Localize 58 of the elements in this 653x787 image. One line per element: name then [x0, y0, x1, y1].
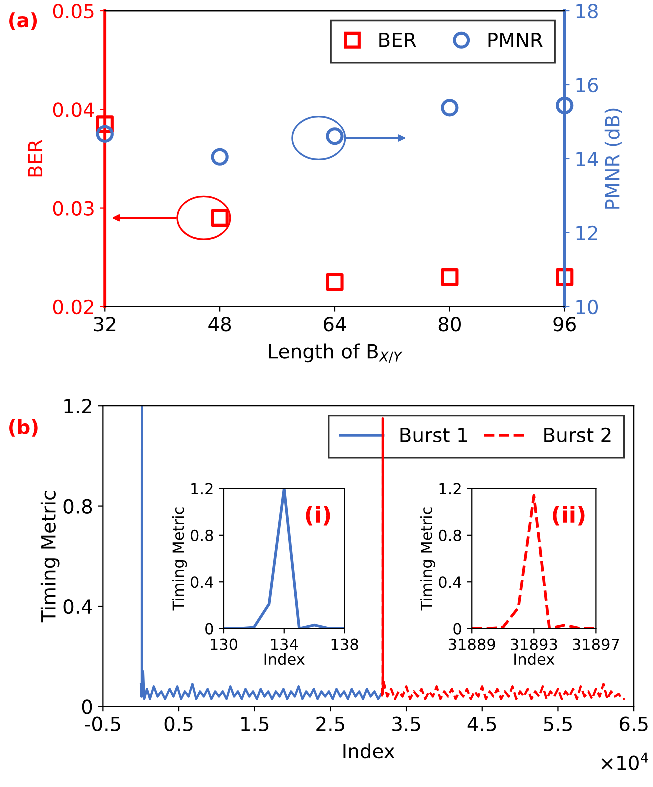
x-tick-label: 31893	[511, 638, 558, 650]
annotation: (ii)	[553, 506, 585, 526]
y-tick-label: 0	[454, 623, 462, 635]
x-tick-label: 1.5	[242, 717, 269, 732]
y-tick-label: 0.03	[53, 201, 94, 216]
text: ×10$^{4}$	[602, 752, 648, 770]
x-tick-label: -0.5	[85, 716, 120, 732]
y-tick-label: 1.2	[440, 483, 461, 495]
y-tick-label: 0	[206, 623, 214, 635]
y2-tick-label: 10	[576, 300, 598, 315]
x-tick-label: 2.5	[316, 716, 344, 732]
x-tick-label: 4.5	[468, 717, 496, 732]
y-axis-title: Timing Metric	[172, 508, 188, 611]
y-tick-label: 0.05	[53, 4, 94, 19]
text: (a)	[10, 12, 38, 30]
y-tick-label: 0.8	[439, 530, 462, 542]
y-axis-title: Timing Metric	[40, 491, 60, 623]
legend-label: Burst 2	[544, 428, 611, 443]
y2-tick-label: 14	[576, 152, 598, 166]
y-tick-label: 0.4	[439, 576, 462, 588]
y-tick-label: 0.8	[190, 530, 214, 542]
legend-label: BER	[380, 33, 416, 48]
x-tick-label: 64	[324, 316, 346, 332]
y2-tick-label: 18	[576, 4, 598, 19]
y2-tick-label: 12	[576, 226, 598, 240]
x-tick-label: 3.5	[392, 716, 420, 732]
legend-label: Burst 1	[400, 428, 468, 443]
y-axis-title: Timing Metric	[420, 508, 436, 611]
x-tick-label: 138	[332, 638, 358, 650]
annotation: (i)	[306, 506, 330, 526]
x-tick-label: 80	[438, 316, 461, 332]
y-tick-label: 1.2	[64, 399, 92, 414]
y-axis-title: BER	[28, 140, 43, 177]
y-tick-label: 0.8	[64, 499, 92, 514]
y-tick-label: 0	[82, 700, 92, 714]
y-tick-label: 0.4	[64, 599, 92, 614]
x-tick-label: 6.5	[620, 716, 648, 732]
text: (b)	[10, 420, 38, 437]
x-tick-label: 130	[211, 638, 238, 650]
y2-axis-title: PMNR (dB)	[604, 108, 622, 209]
x-tick-label: 31897	[573, 638, 620, 650]
y-tick-label: 1.2	[192, 483, 213, 495]
legend-label: PMNR	[488, 33, 543, 48]
x-axis-title: Index	[264, 653, 305, 666]
x-axis-title: Index	[344, 744, 395, 759]
y2-tick-label: 16	[576, 78, 598, 93]
x-tick-label: 5.5	[544, 717, 572, 732]
y-tick-label: 0.4	[190, 576, 214, 588]
x-tick-label: 48	[208, 316, 232, 332]
y-tick-label: 0.02	[53, 300, 94, 315]
x-axis-title: Length of B$_{X/Y}$	[269, 344, 403, 364]
x-tick-label: 32	[94, 316, 116, 332]
x-tick-label: 96	[554, 316, 576, 332]
y-tick-label: 0.04	[53, 102, 94, 118]
x-tick-label: 0.5	[164, 716, 193, 732]
x-axis-title: Index	[514, 653, 555, 666]
x-tick-label: 31889	[448, 638, 496, 650]
x-tick-label: 134	[271, 638, 298, 650]
